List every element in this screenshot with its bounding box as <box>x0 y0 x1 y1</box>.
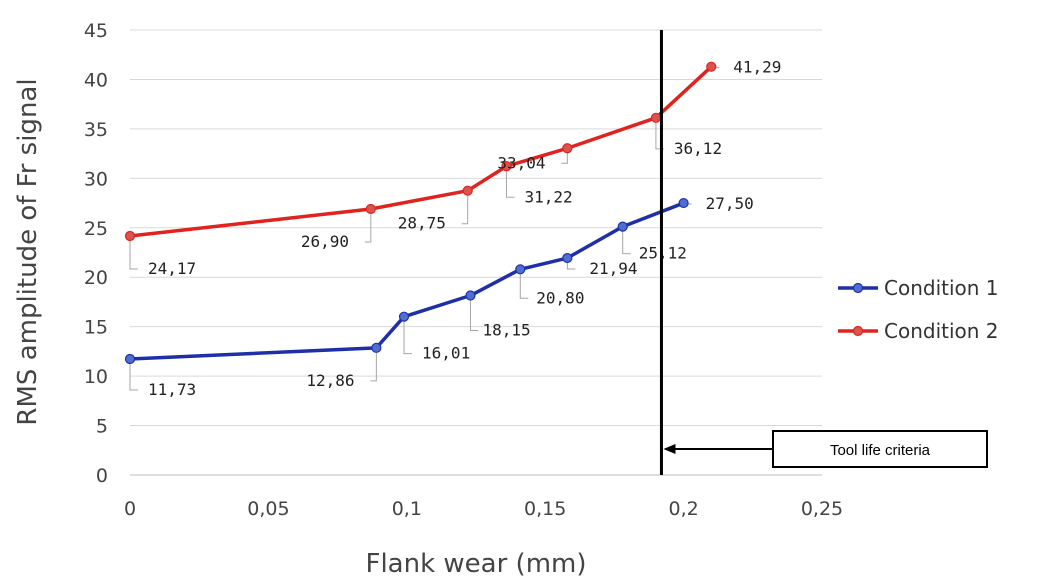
data-label: 11,73 <box>148 380 196 399</box>
annotation-box <box>772 430 988 468</box>
series-layer: 11,7312,8616,0118,1520,8021,9425,1227,50… <box>124 58 781 399</box>
data-label-leader <box>129 364 138 391</box>
data-point <box>515 264 526 275</box>
data-point <box>462 185 473 196</box>
y-tick-label: 20 <box>84 267 108 289</box>
data-point <box>465 290 476 301</box>
x-tick-label: 0,2 <box>668 498 698 520</box>
data-label-leader <box>364 213 372 243</box>
data-label-leader <box>461 195 469 225</box>
data-label: 21,94 <box>589 259 637 278</box>
y-tick-label: 30 <box>84 168 108 190</box>
legend-marker <box>852 325 864 337</box>
data-label: 31,22 <box>524 187 572 206</box>
data-point <box>562 252 573 264</box>
data-label-leader <box>566 263 576 270</box>
data-point <box>617 221 628 232</box>
tick-labels: 0 5 10 15 20 25 30 35 40 45 0 0,05 0,1 0,15 0,2 0,25 <box>84 20 843 520</box>
data-label: 26,90 <box>301 232 349 251</box>
y-axis-title: RMS amplitude of Fr signal <box>13 78 43 425</box>
data-label: 36,12 <box>674 139 722 158</box>
tool-life-annotation: Tool life criteria <box>659 30 988 475</box>
data-label: 28,75 <box>398 214 446 233</box>
data-label-leader <box>129 240 138 270</box>
data-point <box>124 230 136 242</box>
y-tick-label: 40 <box>84 69 108 91</box>
data-label-leader <box>505 171 515 198</box>
annotation-text: Tool life criteria <box>830 442 931 459</box>
data-point <box>124 353 136 365</box>
data-label-leader <box>469 300 479 332</box>
data-label: 12,86 <box>306 371 354 390</box>
y-tick-label: 45 <box>84 20 108 42</box>
data-label-leader <box>403 321 413 355</box>
y-tick-label: 0 <box>96 465 108 487</box>
x-tick-label: 0,15 <box>524 498 566 520</box>
data-point <box>706 61 717 72</box>
data-point <box>398 311 410 322</box>
series-line <box>129 201 685 361</box>
data-label: 41,29 <box>733 58 781 77</box>
data-label-leader <box>561 153 568 164</box>
data-point <box>501 161 512 172</box>
y-tick-label: 15 <box>84 317 108 339</box>
data-point <box>365 203 376 215</box>
legend-label: Condition 2 <box>884 319 999 343</box>
data-point <box>371 342 382 353</box>
data-label: 20,80 <box>536 288 584 307</box>
data-label: 24,17 <box>148 259 196 278</box>
data-label: 27,50 <box>706 194 754 213</box>
x-tick-label: 0,25 <box>801 498 843 520</box>
annotation-arrowhead <box>663 444 676 454</box>
data-label-leader <box>519 274 529 299</box>
data-label: 33,04 <box>497 153 545 172</box>
data-point <box>678 197 689 209</box>
data-point <box>650 112 662 123</box>
data-label: 18,15 <box>482 321 530 340</box>
x-axis-title: Flank wear (mm) <box>366 549 587 579</box>
legend: Condition 1 Condition 2 <box>838 276 999 343</box>
data-point <box>562 143 573 154</box>
legend-marker <box>852 282 864 294</box>
x-tick-label: 0,1 <box>392 498 422 520</box>
legend-label: Condition 1 <box>884 276 999 300</box>
y-tick-label: 5 <box>96 416 108 438</box>
series-line <box>129 65 713 238</box>
y-tick-label: 35 <box>84 119 108 141</box>
data-label: 16,01 <box>422 344 470 363</box>
data-label-leader <box>622 231 631 255</box>
y-tick-label: 25 <box>84 218 108 240</box>
x-tick-label: 0,05 <box>247 498 289 520</box>
series-2: 24,17 26,90 28,75 31,22 33,04 36,12 41,29 <box>124 58 781 278</box>
data-label-leader <box>370 352 377 382</box>
grid-layer <box>130 29 822 476</box>
x-tick-label: 0 <box>124 498 136 520</box>
y-tick-label: 10 <box>84 366 108 388</box>
